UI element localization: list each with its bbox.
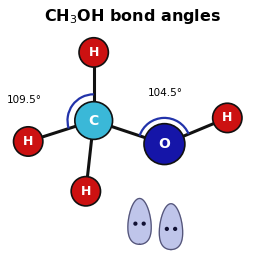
Polygon shape [128,199,151,244]
Circle shape [79,38,108,67]
Circle shape [213,103,242,133]
Text: CH$_3$OH bond angles: CH$_3$OH bond angles [44,7,222,26]
Text: O: O [159,137,171,151]
Circle shape [75,102,113,139]
Text: H: H [222,111,232,124]
Text: H: H [23,135,34,148]
Text: H: H [89,46,99,59]
Text: H: H [81,185,91,198]
Circle shape [71,177,101,206]
Circle shape [142,222,145,225]
Text: 109.5°: 109.5° [7,95,42,106]
Circle shape [144,124,185,165]
Text: 104.5°: 104.5° [147,88,182,98]
Text: C: C [89,113,99,128]
Circle shape [165,227,168,230]
Circle shape [174,227,177,230]
Polygon shape [159,204,183,249]
Circle shape [14,127,43,156]
Circle shape [134,222,137,225]
